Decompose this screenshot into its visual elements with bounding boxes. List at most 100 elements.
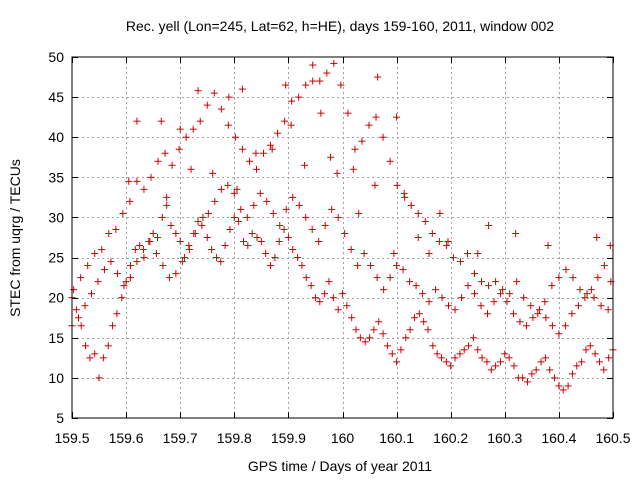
data-point (451, 354, 459, 362)
data-point (555, 274, 563, 282)
y-tick-label: 10 (48, 370, 64, 386)
data-point (597, 302, 605, 310)
data-point (478, 354, 486, 362)
data-point (133, 258, 141, 266)
data-point (420, 318, 428, 326)
data-point (590, 294, 598, 302)
data-point (199, 213, 207, 221)
data-point (86, 354, 94, 362)
data-point (341, 229, 349, 237)
data-point (414, 234, 422, 241)
data-point (237, 205, 245, 213)
data-point (548, 322, 556, 330)
data-point (168, 161, 176, 169)
data-point (465, 342, 473, 350)
data-point (298, 262, 306, 270)
data-point (321, 221, 329, 229)
data-point (478, 278, 486, 286)
data-point (477, 302, 485, 310)
x-tick-label: 160.2 (433, 430, 468, 446)
y-axis: 5 10 15 20 25 30 35 40 45 50 (48, 49, 613, 426)
data-point (167, 221, 175, 229)
data-point (327, 153, 335, 161)
data-point (433, 350, 441, 358)
data-point (178, 258, 186, 266)
data-point (604, 306, 612, 314)
data-point (217, 258, 225, 266)
data-point (165, 274, 173, 282)
data-point (406, 326, 414, 334)
data-point (463, 250, 471, 258)
data-point (209, 169, 217, 177)
data-point (260, 149, 268, 157)
y-tick-label: 25 (48, 250, 64, 266)
data-point (235, 217, 243, 225)
data-point (449, 254, 457, 262)
data-point (399, 266, 407, 274)
data-point (275, 238, 283, 246)
data-point (400, 189, 408, 197)
data-point (194, 217, 202, 225)
data-point (529, 314, 537, 322)
data-point (294, 254, 302, 262)
data-point (212, 254, 220, 262)
data-point (274, 129, 282, 137)
data-point (419, 290, 427, 298)
data-point (390, 250, 398, 258)
data-point (524, 378, 532, 386)
data-point (301, 161, 309, 169)
data-point (230, 189, 238, 197)
data-point (187, 165, 195, 173)
data-point (226, 225, 234, 233)
data-point (287, 121, 295, 129)
data-point (284, 234, 292, 241)
data-point (474, 250, 482, 258)
data-point (330, 59, 338, 67)
data-point (402, 334, 410, 342)
data-point (325, 278, 333, 286)
y-tick-label: 5 (56, 410, 64, 426)
data-point (315, 238, 323, 246)
data-point (120, 282, 128, 290)
data-point (131, 246, 139, 254)
data-point (239, 238, 247, 246)
data-point (347, 246, 355, 254)
data-point (289, 246, 297, 254)
data-point (185, 246, 193, 254)
data-point (505, 354, 513, 362)
data-point (383, 342, 391, 350)
data-point (334, 213, 342, 221)
data-point (302, 81, 310, 89)
data-point (506, 290, 514, 298)
data-point (483, 358, 491, 366)
data-point (163, 193, 171, 201)
data-point (84, 262, 92, 270)
data-point (329, 294, 337, 302)
data-point (373, 274, 381, 282)
data-point (203, 234, 211, 241)
data-point (72, 306, 80, 314)
data-point (436, 209, 444, 217)
data-point (496, 358, 504, 366)
data-point (152, 250, 160, 258)
data-point (551, 374, 559, 382)
data-point (271, 254, 279, 262)
data-point (474, 346, 482, 354)
data-point (456, 258, 464, 266)
data-point (82, 342, 90, 350)
x-tick-label: 159.9 (271, 430, 306, 446)
x-tick-label: 159.8 (217, 430, 252, 446)
data-point (256, 189, 264, 197)
x-tick-label: 159.7 (163, 430, 198, 446)
data-point (91, 250, 99, 258)
data-point (520, 294, 528, 302)
data-point (267, 141, 275, 149)
data-point (509, 310, 517, 318)
data-point (358, 137, 366, 145)
data-point (471, 270, 479, 278)
data-point (393, 181, 401, 189)
data-point (203, 101, 211, 109)
data-point (302, 274, 310, 282)
data-point (98, 246, 106, 254)
data-point (268, 145, 276, 153)
